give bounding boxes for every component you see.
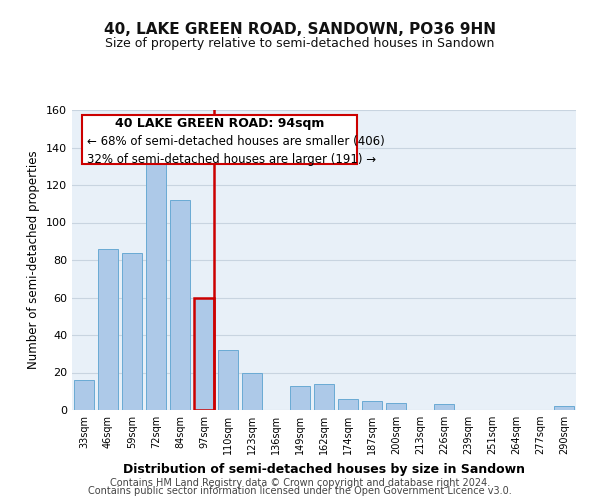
Text: Contains public sector information licensed under the Open Government Licence v3: Contains public sector information licen… — [88, 486, 512, 496]
Bar — [170, 200, 190, 410]
Bar — [242, 372, 262, 410]
Bar — [146, 164, 166, 410]
X-axis label: Distribution of semi-detached houses by size in Sandown: Distribution of semi-detached houses by … — [123, 462, 525, 475]
FancyBboxPatch shape — [82, 114, 357, 164]
Bar — [122, 252, 142, 410]
Bar — [386, 402, 406, 410]
Text: Contains HM Land Registry data © Crown copyright and database right 2024.: Contains HM Land Registry data © Crown c… — [110, 478, 490, 488]
Bar — [74, 380, 94, 410]
Bar — [362, 400, 382, 410]
Bar — [98, 248, 118, 410]
Bar — [338, 399, 358, 410]
Text: 32% of semi-detached houses are larger (191) →: 32% of semi-detached houses are larger (… — [87, 154, 376, 166]
Bar — [194, 298, 214, 410]
Text: ← 68% of semi-detached houses are smaller (406): ← 68% of semi-detached houses are smalle… — [87, 136, 385, 148]
Y-axis label: Number of semi-detached properties: Number of semi-detached properties — [28, 150, 40, 370]
Bar — [218, 350, 238, 410]
Bar — [554, 406, 574, 410]
Text: 40 LAKE GREEN ROAD: 94sqm: 40 LAKE GREEN ROAD: 94sqm — [115, 118, 324, 130]
Bar — [314, 384, 334, 410]
Bar — [434, 404, 454, 410]
Text: Size of property relative to semi-detached houses in Sandown: Size of property relative to semi-detach… — [106, 38, 494, 51]
Bar — [290, 386, 310, 410]
Text: 40, LAKE GREEN ROAD, SANDOWN, PO36 9HN: 40, LAKE GREEN ROAD, SANDOWN, PO36 9HN — [104, 22, 496, 38]
